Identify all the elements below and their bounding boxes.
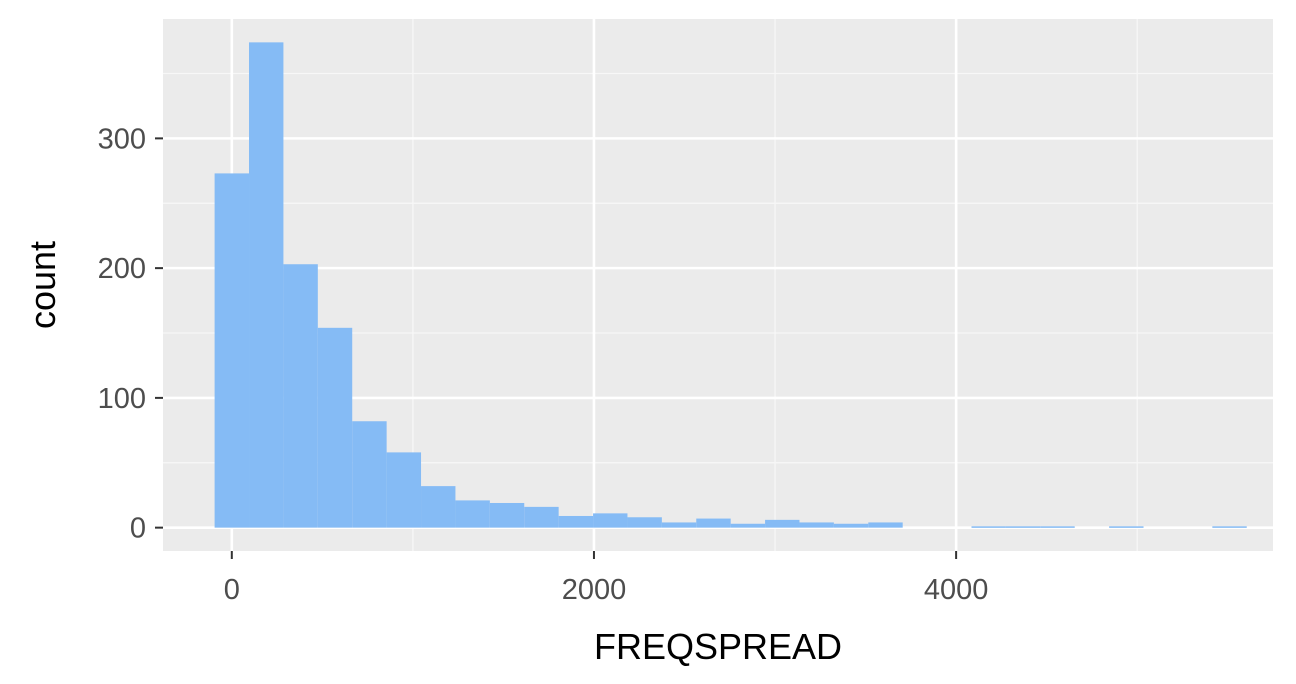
y-tick-label: 300 <box>98 123 146 155</box>
histogram-bar <box>627 517 662 528</box>
histogram-bar <box>971 526 1006 528</box>
histogram-bar <box>696 518 731 528</box>
y-axis-ticks: 0 100 200 300 <box>98 123 163 545</box>
histogram-bar <box>455 500 490 528</box>
histogram-bar <box>524 506 559 528</box>
histogram-bar <box>489 502 525 528</box>
x-tick-label: 0 <box>224 574 240 606</box>
histogram-bar <box>317 327 353 528</box>
y-axis-title: count <box>22 241 63 329</box>
y-tick-label: 200 <box>98 253 146 285</box>
y-tick-label: 100 <box>98 383 146 415</box>
histogram-bar <box>558 515 594 528</box>
y-tick-label: 0 <box>130 513 146 545</box>
histogram-bar <box>421 486 456 528</box>
x-axis-title: FREQSPREAD <box>594 626 842 667</box>
histogram-bar <box>1040 526 1075 528</box>
x-axis-ticks: 0 2000 4000 <box>224 551 989 606</box>
histogram-bar <box>730 523 766 528</box>
x-tick-label: 2000 <box>562 574 627 606</box>
histogram-bar <box>593 513 628 528</box>
histogram-bar <box>661 522 697 528</box>
histogram-bar <box>868 522 903 528</box>
histogram-bar <box>352 421 387 528</box>
histogram-bar <box>1212 526 1247 528</box>
histogram-bar <box>1005 526 1041 528</box>
histogram-bar <box>1109 526 1144 528</box>
histogram-bars <box>214 42 1247 528</box>
x-tick-label: 4000 <box>924 574 989 606</box>
histogram-bar <box>283 264 318 528</box>
histogram-bar <box>214 173 250 528</box>
histogram-bar <box>249 42 284 528</box>
histogram-bar <box>386 452 422 528</box>
histogram-bar <box>833 523 869 528</box>
histogram-bar <box>799 522 834 528</box>
histogram-bar <box>765 519 800 528</box>
